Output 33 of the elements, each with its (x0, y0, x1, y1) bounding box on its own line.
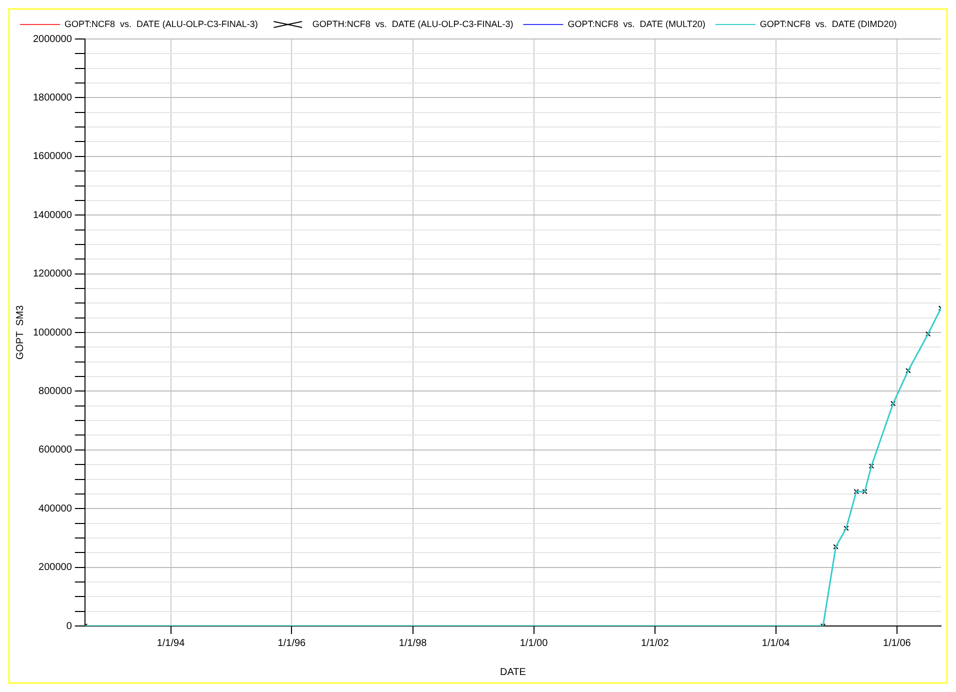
y-tick-label: 0 (66, 620, 72, 632)
x-tick-label: 1/1/04 (762, 638, 790, 649)
x-tick-label: 1/1/98 (398, 638, 428, 649)
y-tick-label: 1800000 (32, 92, 72, 104)
y-tick-label: 400000 (38, 503, 72, 514)
legend-label: GOPT:NCF8 vs. DATE (MULT20) (568, 18, 706, 29)
x-tick-label: 1/1/06 (883, 638, 912, 649)
legend-label: GOPT:NCF8 vs. DATE (DIMD20) (760, 18, 897, 29)
point (844, 526, 849, 531)
x-tick-label: 1/1/94 (156, 638, 186, 649)
point (868, 463, 874, 469)
x-tick-label: 1/1/96 (278, 638, 306, 649)
y-tick-label: 1400000 (32, 210, 72, 221)
y-axis-title: GOPT SM3 (14, 304, 26, 360)
y-tick-label: 1000000 (32, 327, 72, 338)
y-tick-label: 800000 (38, 386, 72, 397)
page-border: DATE GOPT SM3 GOPT:NCF8 vs. DATE (ALU-OLP-C3-FINAL-3) GOPTH:NCF8 vs. DATE (ALU-OLP-C3-FINAL-3) GOPT:NCF8 vs. DATE (MULT20) GOPT:NCF8 vs. DATE (DIMD20) 1/1/94 1/1/96 1/1/98 1/1/00 1/1/02 1/1/04 1/1/06 0 200000 400000 600000 800000 1000000 1200000 1400000 1600000 1800000 2000000 (8, 8, 948, 684)
y-tick-label: 1600000 (32, 151, 72, 162)
point (854, 488, 859, 494)
legend-label: GOPT:NCF8 vs. DATE (ALU-OLP-C3-FINAL-3) (64, 18, 258, 29)
point (862, 488, 868, 494)
x-tick-label: 1/1/00 (520, 638, 548, 649)
point (833, 544, 838, 550)
y-tick-label: 2000000 (32, 34, 72, 45)
y-tick-label: 600000 (38, 444, 72, 456)
point (906, 368, 911, 374)
point (925, 331, 931, 337)
x-axis-title: DATE (500, 666, 526, 678)
legend-label: GOPTH:NCF8 vs. DATE (ALU-OLP-C3-FINAL-3) (312, 18, 514, 29)
y-tick-label: 200000 (38, 562, 72, 574)
point (890, 400, 896, 406)
y-tick-label: 1200000 (32, 268, 72, 280)
x-tick-label: 1/1/02 (640, 638, 670, 649)
